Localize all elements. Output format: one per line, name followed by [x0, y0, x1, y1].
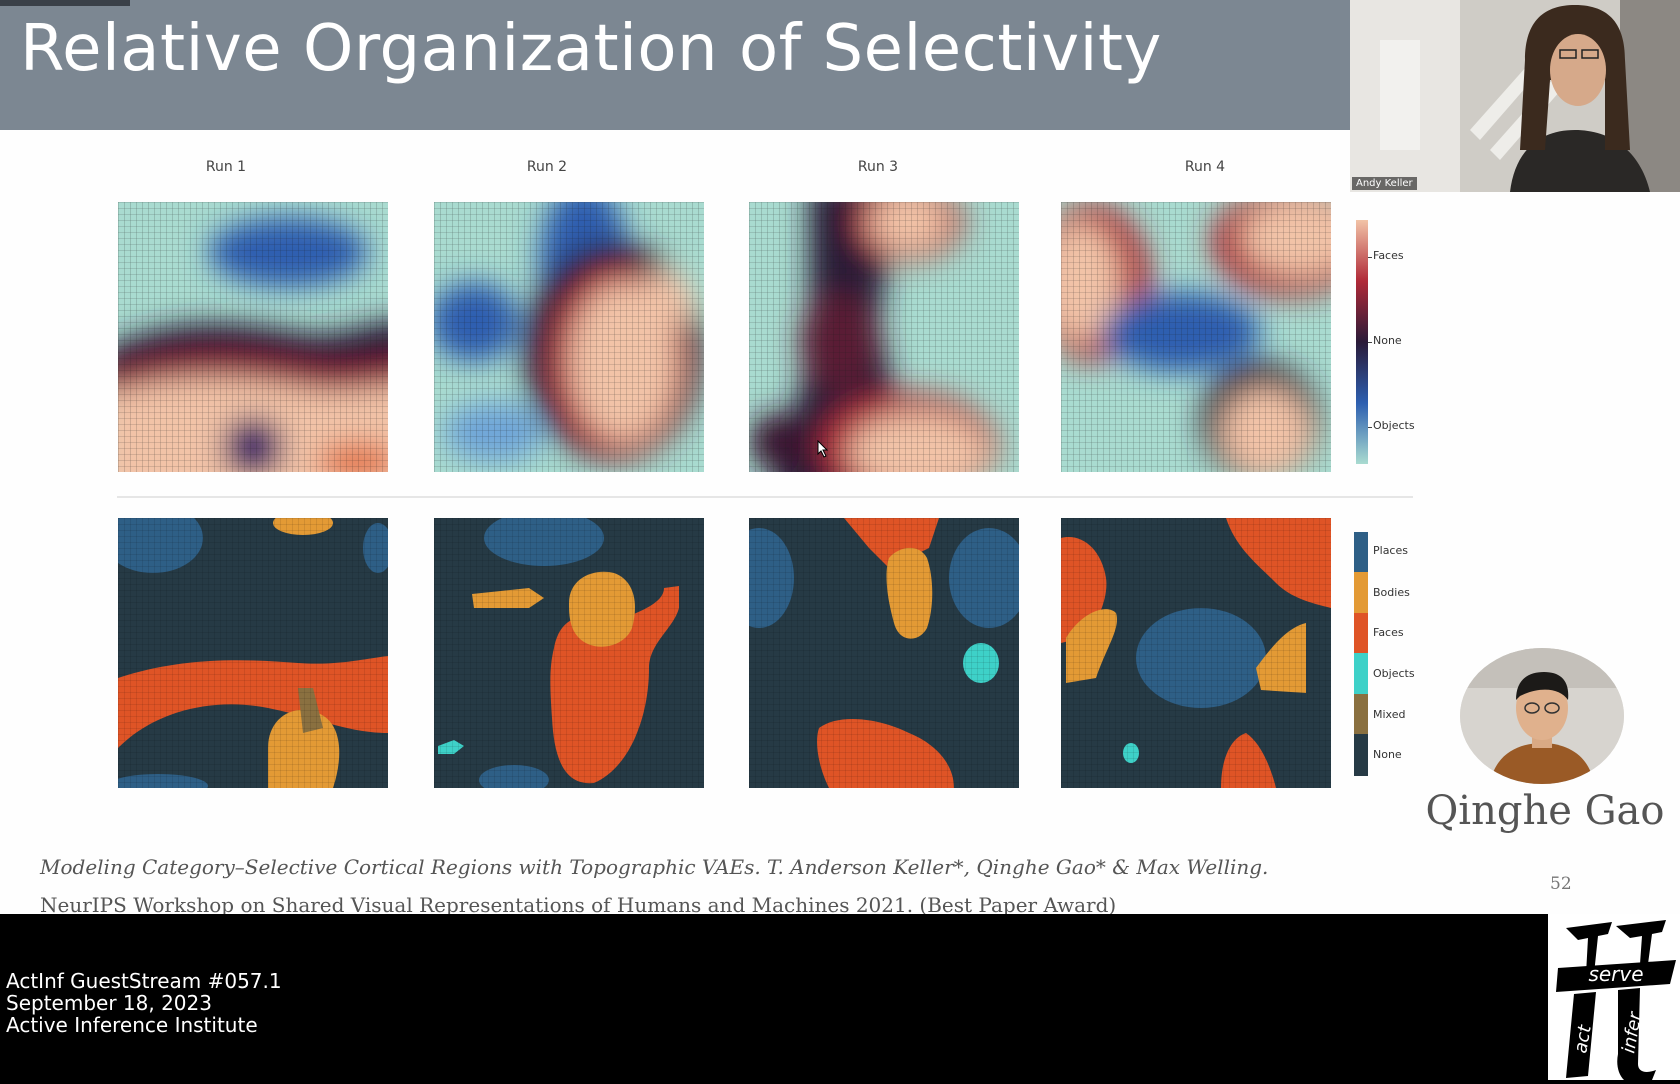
run-label-4: Run 4	[1184, 159, 1226, 175]
speaker-photo	[1460, 648, 1624, 784]
category-map-run-3	[749, 518, 1019, 788]
heatmap-run-2	[434, 202, 704, 472]
heatmap-run-4	[1061, 202, 1331, 472]
legend-label-none: None	[1373, 748, 1402, 761]
citation-line-1: Modeling Category–Selective Cortical Reg…	[40, 855, 1269, 879]
legend-label-places: Places	[1373, 544, 1408, 557]
colorbar-tick	[1368, 257, 1372, 258]
mouse-cursor-icon	[817, 440, 829, 458]
colorbar-label-none: None	[1373, 334, 1402, 347]
category-map-run-2	[434, 518, 704, 788]
webcam-name-tag: Andy Keller	[1352, 177, 1417, 190]
legend-label-faces: Faces	[1373, 626, 1404, 639]
title-tab	[0, 0, 130, 6]
colorbar-categories	[1354, 532, 1368, 776]
footer-organization: Active Inference Institute	[6, 1013, 258, 1037]
colorbar-tick	[1368, 427, 1372, 428]
run-label-3: Run 3	[857, 159, 899, 175]
speaker-name: Qinghe Gao	[1425, 788, 1665, 834]
logo-word-act: act	[1570, 1023, 1596, 1055]
heatmap-run-1	[118, 202, 388, 472]
footer-date: September 18, 2023	[6, 991, 212, 1015]
colorbar-tick	[1368, 342, 1372, 343]
legend-label-objects: Objects	[1373, 667, 1415, 680]
run-label-2: Run 2	[526, 159, 568, 175]
slide-title: Relative Organization of Selectivity	[20, 12, 1162, 86]
webcam-video: Andy Keller	[1350, 0, 1680, 192]
slide-page-number: 52	[1550, 874, 1572, 894]
footer-stream-title: ActInf GuestStream #057.1	[6, 969, 282, 993]
run-label-1: Run 1	[205, 159, 247, 175]
legend-label-mixed: Mixed	[1373, 708, 1406, 721]
colorbar-label-objects: Objects	[1373, 419, 1415, 432]
logo-word-serve: serve	[1588, 962, 1643, 986]
heatmap-run-3	[749, 202, 1019, 472]
category-map-run-1	[118, 518, 388, 788]
row-divider	[117, 496, 1413, 498]
legend-label-bodies: Bodies	[1373, 586, 1410, 599]
stream-footer: ActInf GuestStream #057.1 September 18, …	[0, 914, 1680, 1080]
title-bar: Relative Organization of Selectivity	[0, 0, 1350, 130]
colorbar-label-faces: Faces	[1373, 249, 1404, 262]
citation-line-2: NeurIPS Workshop on Shared Visual Repres…	[40, 893, 1117, 914]
colorbar-selectivity	[1356, 220, 1368, 464]
category-map-run-4	[1061, 518, 1331, 788]
institute-logo: serve act infer	[1548, 914, 1680, 1080]
